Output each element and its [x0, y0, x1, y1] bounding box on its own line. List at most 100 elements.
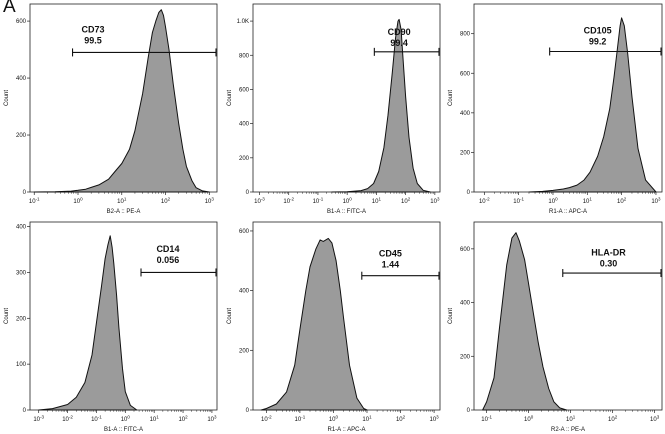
y-tick-label: 200: [239, 348, 250, 354]
marker-label: CD105: [584, 26, 612, 36]
x-axis-label: R1-A :: APC-A: [327, 427, 365, 433]
y-tick-label: 0: [23, 190, 27, 196]
y-tick-label: 200: [16, 133, 27, 139]
y-tick-label: 100: [16, 362, 27, 368]
x-tick-label: 10-2: [283, 197, 294, 206]
gate-percentage: 1.44: [382, 259, 400, 269]
x-tick-label: 100: [524, 415, 534, 424]
x-tick-label: 103: [430, 197, 440, 206]
y-axis-label: Count: [4, 308, 10, 324]
gate-percentage: 99.2: [589, 37, 607, 47]
panel-letter: A: [3, 0, 16, 17]
histogram-panel-cd14: 0 100 200 300 400 10-3 10-2 10-1 100 101 102 103 B1-…: [4, 221, 218, 433]
x-tick-label: 10-3: [254, 197, 265, 206]
y-axis-label: Count: [4, 90, 10, 106]
y-tick-label: 200: [239, 156, 250, 162]
x-tick-label: 10-1: [481, 415, 492, 424]
x-tick-label: 101: [117, 197, 127, 206]
y-tick-label: 0: [467, 408, 471, 414]
y-axis-label: Count: [448, 90, 454, 106]
y-tick-label: 300: [16, 270, 27, 276]
y-tick-label: 200: [460, 150, 471, 156]
y-tick-label: 0: [246, 408, 250, 414]
x-tick-label: 101: [150, 415, 160, 424]
x-tick-label: 103: [429, 415, 439, 424]
y-tick-label: 400: [460, 111, 471, 117]
x-tick-label: 10-1: [513, 197, 524, 206]
y-tick-label: 400: [16, 225, 27, 231]
histogram-area: [528, 17, 657, 193]
x-tick-label: 100: [73, 197, 83, 206]
x-tick-label: 102: [161, 197, 171, 206]
x-axis-label: B1-A :: FITC-A: [327, 209, 366, 215]
x-axis-label: B2-A :: PE-A: [107, 209, 141, 215]
gate-percentage: 99.4: [390, 38, 408, 48]
x-tick-label: 103: [207, 415, 217, 424]
histogram-area: [33, 9, 210, 193]
x-tick-label: 100: [343, 197, 353, 206]
histogram-panel-cd90: 0 200 400 600 800 1.0K 10-3 10-2 10-1 100 101 102 10…: [227, 3, 441, 215]
x-tick-label: 101: [372, 197, 382, 206]
histogram-area: [260, 237, 368, 411]
gate-percentage: 99.5: [84, 35, 102, 45]
x-tick-label: 10-1: [91, 415, 102, 424]
y-tick-label: 400: [460, 301, 471, 307]
y-tick-label: 0: [467, 190, 471, 196]
marker-label: CD90: [388, 27, 411, 37]
plot-frame: [473, 221, 663, 411]
y-axis-label: Count: [227, 90, 233, 106]
y-tick-label: 0: [246, 190, 250, 196]
y-tick-label: 1.0K: [237, 19, 249, 25]
y-tick-label: 200: [16, 316, 27, 322]
y-tick-label: 400: [239, 122, 250, 128]
y-tick-label: 800: [460, 32, 471, 38]
y-tick-label: 600: [460, 71, 471, 77]
histogram-area: [331, 18, 431, 193]
x-tick-label: 10-1: [29, 197, 40, 206]
x-tick-label: 10-2: [479, 197, 490, 206]
marker-label: CD14: [156, 244, 179, 254]
marker-label: CD45: [379, 248, 402, 258]
y-tick-label: 400: [239, 289, 250, 295]
gate-percentage: 0.056: [157, 255, 180, 265]
y-tick-label: 600: [239, 87, 250, 93]
x-tick-label: 100: [548, 197, 558, 206]
x-tick-label: 103: [650, 415, 660, 424]
x-tick-label: 102: [396, 415, 406, 424]
y-tick-label: 600: [239, 229, 250, 235]
y-tick-label: 600: [460, 247, 471, 253]
y-tick-label: 0: [23, 408, 27, 414]
x-tick-label: 102: [608, 415, 618, 424]
x-tick-label: 100: [329, 415, 339, 424]
marker-label: CD73: [81, 24, 104, 34]
x-tick-label: 103: [651, 197, 661, 206]
x-tick-label: 102: [178, 415, 188, 424]
x-tick-label: 103: [205, 197, 215, 206]
x-tick-label: 101: [566, 415, 576, 424]
y-axis-label: Count: [227, 308, 233, 324]
x-tick-label: 10-2: [261, 415, 272, 424]
y-tick-label: 600: [16, 19, 27, 25]
histogram-area: [482, 232, 568, 411]
y-axis-label: Count: [448, 308, 454, 324]
x-tick-label: 101: [583, 197, 593, 206]
x-tick-label: 10-1: [313, 197, 324, 206]
y-tick-label: 400: [16, 76, 27, 82]
x-tick-label: 102: [401, 197, 411, 206]
x-tick-label: 10-1: [295, 415, 306, 424]
histogram-area: [38, 235, 138, 411]
x-tick-label: 102: [617, 197, 627, 206]
x-tick-label: 10-2: [62, 415, 73, 424]
y-tick-label: 200: [460, 354, 471, 360]
x-axis-label: R2-A :: PE-A: [551, 427, 585, 433]
gate-percentage: 0.30: [600, 259, 618, 269]
x-tick-label: 101: [362, 415, 372, 424]
marker-label: HLA-DR: [591, 248, 626, 258]
y-tick-label: 800: [239, 53, 250, 59]
x-tick-label: 100: [121, 415, 131, 424]
x-axis-label: B1-A :: FITC-A: [104, 427, 143, 433]
